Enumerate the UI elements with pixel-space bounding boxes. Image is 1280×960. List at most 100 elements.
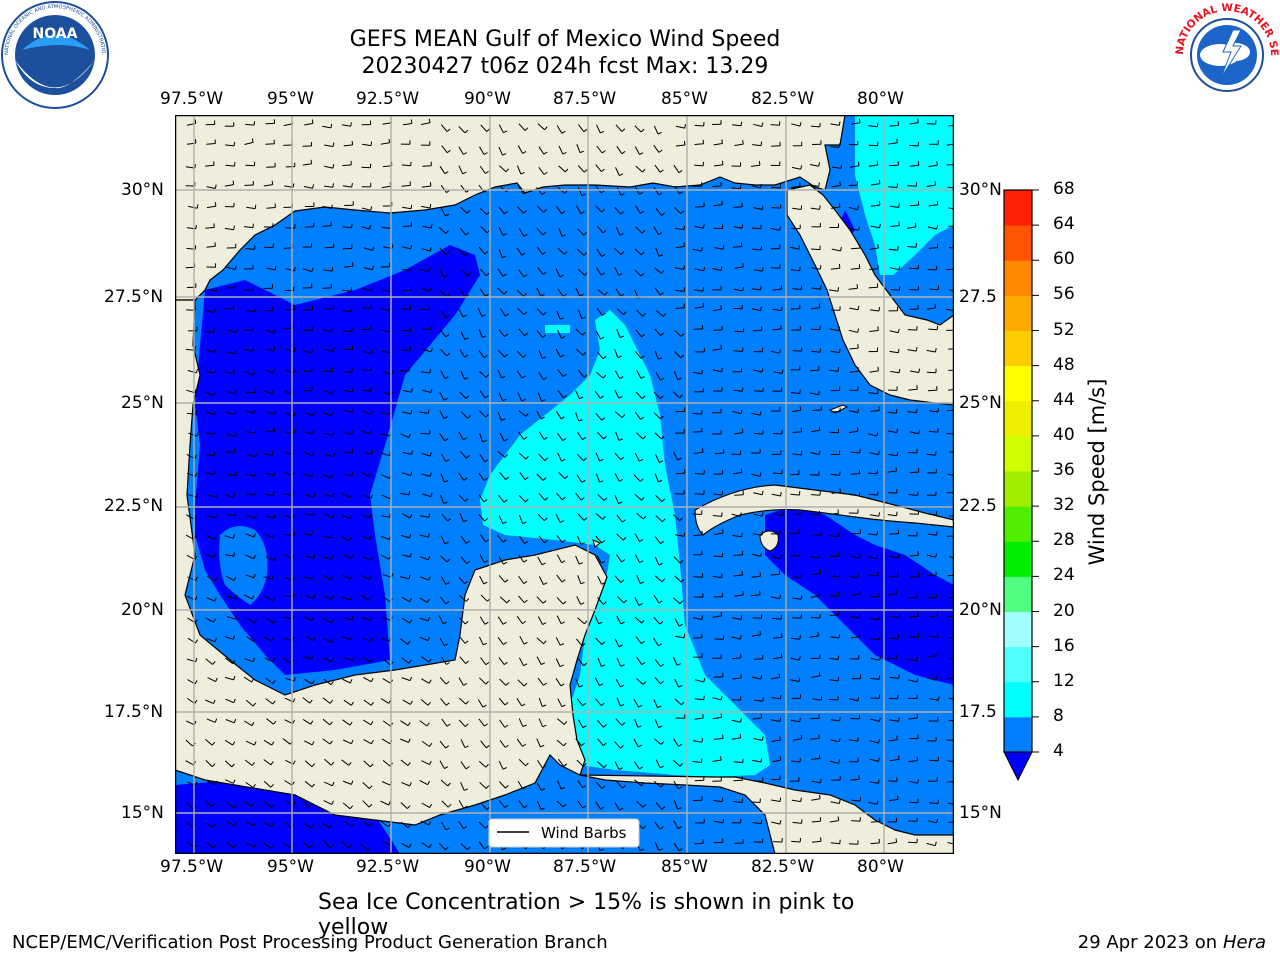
- wind-barb: [342, 574, 351, 580]
- wind-barb: [789, 679, 800, 683]
- wind-barb: [947, 802, 954, 805]
- wind-barb-flag: [721, 139, 723, 144]
- wind-barb-flag: [934, 181, 937, 186]
- wind-barb-flag: [662, 518, 666, 523]
- wind-barb-flag: [524, 476, 529, 481]
- wind-barb-flag: [778, 673, 781, 678]
- wind-barb-flag: [619, 233, 624, 236]
- wind-barb-flag: [234, 432, 238, 437]
- wind-barb: [401, 677, 411, 682]
- wind-barb-flag: [779, 756, 782, 761]
- wind-barb-flag: [722, 818, 725, 823]
- wind-barb: [439, 392, 445, 401]
- wind-barb: [946, 143, 954, 146]
- wind-barb: [947, 842, 954, 845]
- wind-barb: [692, 617, 702, 620]
- wind-barb-flag: [274, 265, 277, 270]
- wind-barb-flag: [741, 387, 744, 392]
- wind-barb: [441, 513, 448, 522]
- wind-barb-flag: [407, 762, 411, 766]
- wind-barb-flag: [661, 806, 666, 810]
- wind-barb-flag: [683, 225, 686, 230]
- wind-barb-flag: [858, 632, 861, 637]
- wind-barb: [538, 146, 545, 155]
- wind-barb: [459, 595, 467, 602]
- wind-barb-flag: [897, 795, 899, 800]
- wind-barb: [536, 187, 543, 195]
- wind-barb-flag: [429, 472, 432, 477]
- wind-barb-flag: [213, 470, 216, 475]
- wind-barb: [283, 390, 293, 395]
- wind-barb: [829, 679, 839, 682]
- wind-barb-flag: [502, 233, 507, 236]
- wind-barb: [849, 370, 859, 373]
- wind-barb-flag: [505, 313, 509, 317]
- wind-barb: [498, 760, 504, 770]
- wind-barb: [575, 738, 582, 747]
- wind-barb: [519, 472, 526, 480]
- wind-barb: [342, 289, 352, 292]
- wind-barb-flag: [543, 682, 547, 686]
- wind-barb: [616, 697, 621, 707]
- wind-barb: [381, 474, 390, 479]
- wind-barb: [733, 779, 743, 782]
- wind-barb-flag: [582, 763, 587, 767]
- wind-barb: [927, 533, 937, 536]
- wind-barb: [263, 759, 272, 766]
- lon-label-bottom: 92.5°W: [356, 857, 420, 877]
- wind-barb: [869, 452, 879, 456]
- wind-barb-flag: [781, 369, 784, 374]
- wind-barb: [675, 144, 685, 147]
- wind-barb: [324, 246, 334, 249]
- wind-barb: [929, 759, 939, 762]
- wind-barb-flag: [621, 414, 626, 418]
- wind-barb: [870, 718, 880, 722]
- wind-barb-flag: [581, 742, 585, 747]
- wind-barb-flag: [429, 369, 431, 374]
- wind-barb-flag: [601, 582, 606, 585]
- wind-barb: [206, 186, 216, 189]
- wind-barb: [536, 205, 545, 213]
- wind-barb: [616, 533, 624, 541]
- wind-barb: [458, 431, 464, 441]
- wind-barb-flag: [780, 653, 783, 658]
- wind-barb-flag: [194, 388, 197, 393]
- wind-barb-flag: [580, 542, 585, 545]
- wind-barb: [889, 205, 899, 208]
- wind-barb-flag: [483, 152, 488, 155]
- wind-barb: [577, 658, 584, 667]
- wind-barb-flag: [350, 122, 352, 127]
- wind-barb: [360, 471, 370, 477]
- wind-barb-flag: [683, 265, 686, 270]
- wind-barb-flag: [429, 452, 432, 457]
- wind-barb-flag: [702, 224, 705, 229]
- wind-barb-flag: [858, 775, 860, 780]
- wind-barb-flag: [543, 171, 548, 175]
- wind-barb-flag: [503, 641, 507, 646]
- wind-barb: [753, 207, 763, 210]
- wind-barb: [537, 801, 542, 810]
- wind-barb: [889, 124, 899, 127]
- wind-barb: [869, 370, 879, 373]
- wind-barb-flag: [581, 316, 586, 320]
- wind-barb-flag: [350, 430, 354, 435]
- wind-barb: [575, 412, 580, 422]
- wind-barb-flag: [799, 182, 801, 187]
- wind-barb-flag: [409, 552, 412, 558]
- wind-barb-flag: [895, 589, 897, 594]
- wind-barb-flag: [522, 521, 527, 524]
- wind-barb: [595, 164, 602, 172]
- wind-barb-flag: [428, 576, 431, 581]
- wind-barb: [732, 472, 742, 475]
- wind-barb: [558, 165, 566, 173]
- wind-barb: [577, 513, 585, 521]
- wind-barb-flag: [601, 664, 606, 667]
- wind-barb-flag: [560, 786, 565, 790]
- wind-barb-flag: [563, 721, 568, 725]
- wind-barb-flag: [659, 765, 664, 769]
- wind-barb: [928, 164, 938, 168]
- wind-barb: [694, 306, 704, 309]
- wind-barb-flag: [369, 658, 373, 663]
- wind-barb-flag: [214, 202, 217, 207]
- wind-barb-flag: [332, 142, 335, 147]
